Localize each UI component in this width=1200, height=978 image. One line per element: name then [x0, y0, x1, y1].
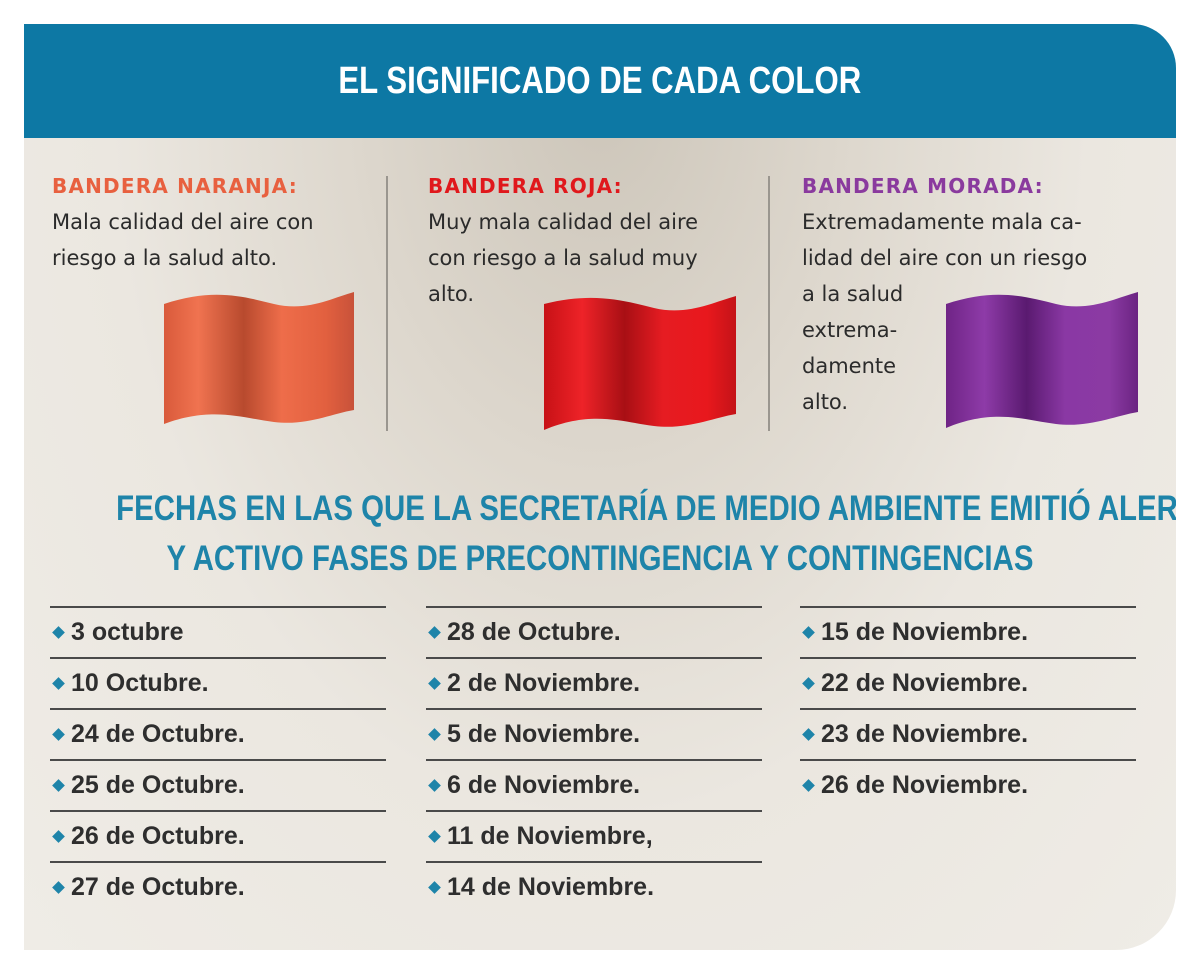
diamond-bullet-icon	[428, 830, 441, 843]
date-text: 22 de Noviembre.	[821, 669, 1029, 697]
diamond-bullet-icon	[428, 626, 441, 639]
column-divider	[768, 176, 770, 431]
date-text: 5 de Noviembre.	[447, 720, 641, 748]
flag-purple-label: BANDERA MORADA:	[802, 174, 1044, 198]
flag-orange-label: BANDERA NARANJA:	[52, 174, 298, 198]
flag-red-description: Muy mala calidad del aire con riesgo a l…	[428, 210, 699, 306]
flag-orange-section: BANDERA NARANJA: Mala calidad del aire c…	[52, 174, 382, 434]
diamond-bullet-icon	[428, 728, 441, 741]
flag-red-label: BANDERA ROJA:	[428, 174, 623, 198]
date-text: 28 de Octubre.	[447, 618, 621, 646]
column-divider	[386, 176, 388, 431]
date-text: 10 Octubre.	[71, 669, 209, 697]
date-item: 25 de Octubre.	[50, 759, 386, 810]
dates-heading: FECHAS EN LAS QUE LA SECRETARÍA DE MEDIO…	[24, 484, 1176, 584]
date-item: 3 octubre	[50, 606, 386, 657]
page-title: EL SIGNIFICADO DE CADA COLOR	[338, 59, 862, 102]
orange-flag-icon	[162, 288, 356, 428]
date-item: 2 de Noviembre.	[426, 657, 762, 708]
date-column-3: 15 de Noviembre. 22 de Noviembre. 23 de …	[800, 606, 1136, 810]
date-text: 6 de Noviembre.	[447, 771, 641, 799]
date-item: 14 de Noviembre.	[426, 861, 762, 912]
diamond-bullet-icon	[802, 626, 815, 639]
diamond-bullet-icon	[428, 779, 441, 792]
date-column-2: 28 de Octubre. 2 de Noviembre. 5 de Novi…	[426, 606, 762, 912]
date-text: 14 de Noviembre.	[447, 873, 655, 901]
diamond-bullet-icon	[52, 881, 65, 894]
date-item: 5 de Noviembre.	[426, 708, 762, 759]
date-item: 23 de Noviembre.	[800, 708, 1136, 759]
flag-purple-description: Extremadamente mala ca- lidad del aire c…	[802, 210, 1088, 414]
header-bar: EL SIGNIFICADO DE CADA COLOR	[24, 24, 1176, 138]
diamond-bullet-icon	[428, 677, 441, 690]
date-text: 15 de Noviembre.	[821, 618, 1029, 646]
date-item: 24 de Octubre.	[50, 708, 386, 759]
infographic-card: EL SIGNIFICADO DE CADA COLOR BANDERA NAR…	[24, 24, 1176, 950]
date-item: 11 de Noviembre,	[426, 810, 762, 861]
date-item: 26 de Octubre.	[50, 810, 386, 861]
date-text: 24 de Octubre.	[71, 720, 245, 748]
flag-red-section: BANDERA ROJA: Muy mala calidad del aire …	[428, 174, 758, 434]
diamond-bullet-icon	[52, 830, 65, 843]
date-item: 28 de Octubre.	[426, 606, 762, 657]
date-text: 26 de Octubre.	[71, 822, 245, 850]
date-column-1: 3 octubre 10 Octubre. 24 de Octubre. 25 …	[50, 606, 386, 912]
diamond-bullet-icon	[428, 881, 441, 894]
date-item: 22 de Noviembre.	[800, 657, 1136, 708]
flag-orange-description: Mala calidad del aire con riesgo a la sa…	[52, 210, 314, 270]
date-text: 26 de Noviembre.	[821, 771, 1029, 799]
date-text: 27 de Octubre.	[71, 873, 245, 901]
purple-flag-icon	[944, 288, 1140, 432]
date-text: 3 octubre	[71, 618, 184, 646]
date-item: 10 Octubre.	[50, 657, 386, 708]
date-item: 6 de Noviembre.	[426, 759, 762, 810]
diamond-bullet-icon	[52, 626, 65, 639]
diamond-bullet-icon	[52, 779, 65, 792]
date-text: 2 de Noviembre.	[447, 669, 641, 697]
date-text: 23 de Noviembre.	[821, 720, 1029, 748]
date-text: 25 de Octubre.	[71, 771, 245, 799]
red-flag-icon	[542, 292, 738, 434]
dates-heading-line1: FECHAS EN LAS QUE LA SECRETARÍA DE MEDIO…	[116, 489, 1176, 528]
flag-purple-section: BANDERA MORADA: Extremadamente mala ca- …	[802, 174, 1162, 434]
diamond-bullet-icon	[802, 677, 815, 690]
date-item: 15 de Noviembre.	[800, 606, 1136, 657]
dates-heading-line2: Y ACTIVO FASES DE PRECONTINGENCIA Y CONT…	[166, 539, 1034, 578]
date-text: 11 de Noviembre,	[447, 822, 653, 850]
diamond-bullet-icon	[52, 677, 65, 690]
diamond-bullet-icon	[802, 728, 815, 741]
diamond-bullet-icon	[802, 779, 815, 792]
date-item: 27 de Octubre.	[50, 861, 386, 912]
date-item: 26 de Noviembre.	[800, 759, 1136, 810]
diamond-bullet-icon	[52, 728, 65, 741]
